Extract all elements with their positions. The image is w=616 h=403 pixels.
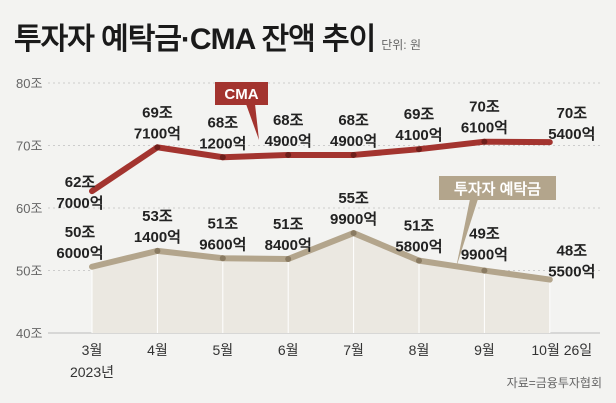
data-label: 53조 bbox=[142, 208, 173, 225]
data-label: 1400억 bbox=[134, 228, 181, 246]
data-label: 68조 bbox=[338, 112, 369, 129]
x-tick-label: 9월 bbox=[474, 342, 495, 358]
data-point bbox=[416, 257, 422, 264]
data-label: 7000억 bbox=[56, 194, 103, 212]
data-point bbox=[219, 154, 226, 161]
data-label: 49조 bbox=[469, 226, 500, 243]
y-tick-label: 60조 bbox=[16, 201, 42, 216]
data-point bbox=[285, 151, 292, 158]
data-label: 68조 bbox=[208, 114, 239, 131]
data-point bbox=[219, 255, 226, 262]
chart-title: 투자자 예탁금·CMA 잔액 추이 단위: 원 bbox=[14, 14, 421, 58]
data-point bbox=[154, 247, 161, 254]
data-point bbox=[416, 146, 422, 153]
data-label: 69조 bbox=[142, 104, 173, 121]
title-text: 투자자 예탁금·CMA 잔액 추이 bbox=[14, 23, 376, 56]
data-label: 5500억 bbox=[548, 263, 595, 281]
data-label: 48조 bbox=[557, 243, 588, 260]
source-note: 자료=금융투자협회 bbox=[506, 376, 602, 390]
data-point bbox=[481, 267, 488, 274]
data-label: 7100억 bbox=[134, 124, 181, 142]
y-tick-label: 80조 bbox=[16, 76, 42, 91]
data-label: 55조 bbox=[338, 190, 369, 207]
data-label: 5800억 bbox=[395, 238, 442, 256]
y-tick-label: 50조 bbox=[16, 264, 42, 279]
cma-line bbox=[89, 138, 553, 195]
data-label: 68조 bbox=[273, 112, 304, 129]
data-label: 4900억 bbox=[330, 132, 377, 150]
data-point bbox=[350, 151, 357, 158]
data-label: 9900억 bbox=[330, 210, 377, 228]
cma-callout-pointer bbox=[246, 104, 259, 140]
data-point bbox=[481, 138, 488, 145]
data-label: 6000억 bbox=[56, 244, 103, 262]
deposit-callout-pointer bbox=[456, 199, 478, 268]
x-tick-label: 6월 bbox=[278, 342, 299, 358]
data-point bbox=[285, 256, 292, 262]
deposit-legend-box bbox=[439, 176, 556, 200]
x-tick-label: 5월 bbox=[212, 342, 233, 358]
data-label: 4900억 bbox=[265, 132, 312, 150]
x-tick-label: 4월 bbox=[147, 342, 168, 358]
data-label: 8400억 bbox=[265, 236, 312, 254]
x-tick-label: 10월 26일 bbox=[531, 342, 592, 358]
data-label: 70조 bbox=[469, 99, 500, 116]
x-tick-label: 3월 bbox=[82, 342, 103, 358]
x-tick-label: 7월 bbox=[343, 342, 364, 358]
year-label: 2023년 bbox=[70, 364, 114, 380]
data-label: 51조 bbox=[208, 215, 239, 232]
data-label: 4100억 bbox=[395, 126, 442, 144]
data-point bbox=[350, 230, 357, 237]
data-label: 1200억 bbox=[199, 134, 246, 152]
x-tick-label: 8월 bbox=[409, 342, 430, 358]
data-label: 6100억 bbox=[461, 119, 508, 137]
deposit-line bbox=[89, 230, 553, 283]
data-label: 9900억 bbox=[461, 246, 508, 264]
legend-label: 투자자 예탁금 bbox=[454, 180, 541, 198]
data-label: 5400억 bbox=[548, 125, 595, 143]
legend-label: CMA bbox=[224, 86, 258, 103]
y-tick-label: 70조 bbox=[16, 139, 42, 154]
data-point bbox=[154, 144, 161, 151]
unit-label: 단위: 원 bbox=[381, 38, 421, 52]
data-label: 70조 bbox=[557, 105, 588, 122]
data-label: 51조 bbox=[404, 218, 435, 235]
data-label: 50조 bbox=[65, 224, 96, 241]
data-label: 51조 bbox=[273, 216, 304, 233]
data-label: 69조 bbox=[404, 106, 435, 123]
y-tick-label: 40조 bbox=[16, 326, 42, 341]
cma-legend-box bbox=[215, 82, 268, 105]
data-label: 62조 bbox=[65, 174, 96, 191]
data-label: 9600억 bbox=[199, 235, 246, 253]
